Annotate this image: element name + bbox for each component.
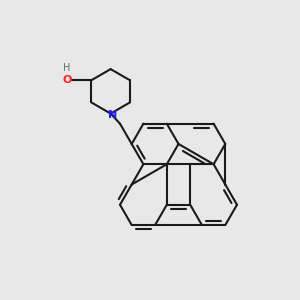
Text: N: N: [108, 110, 118, 120]
Text: H: H: [63, 63, 71, 73]
Text: O: O: [62, 75, 72, 85]
